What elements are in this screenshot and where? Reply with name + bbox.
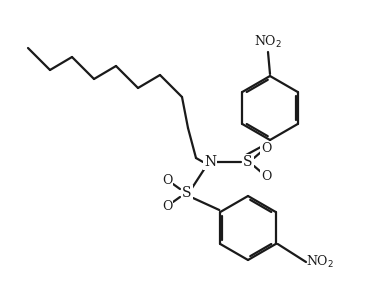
Text: O: O <box>162 173 172 187</box>
Text: O: O <box>261 141 271 154</box>
Text: O: O <box>162 200 172 213</box>
Text: N: N <box>204 155 216 169</box>
Text: O: O <box>261 170 271 183</box>
Text: S: S <box>182 186 192 200</box>
Text: S: S <box>243 155 253 169</box>
Text: NO$_2$: NO$_2$ <box>306 254 334 270</box>
Text: NO$_2$: NO$_2$ <box>254 34 282 50</box>
